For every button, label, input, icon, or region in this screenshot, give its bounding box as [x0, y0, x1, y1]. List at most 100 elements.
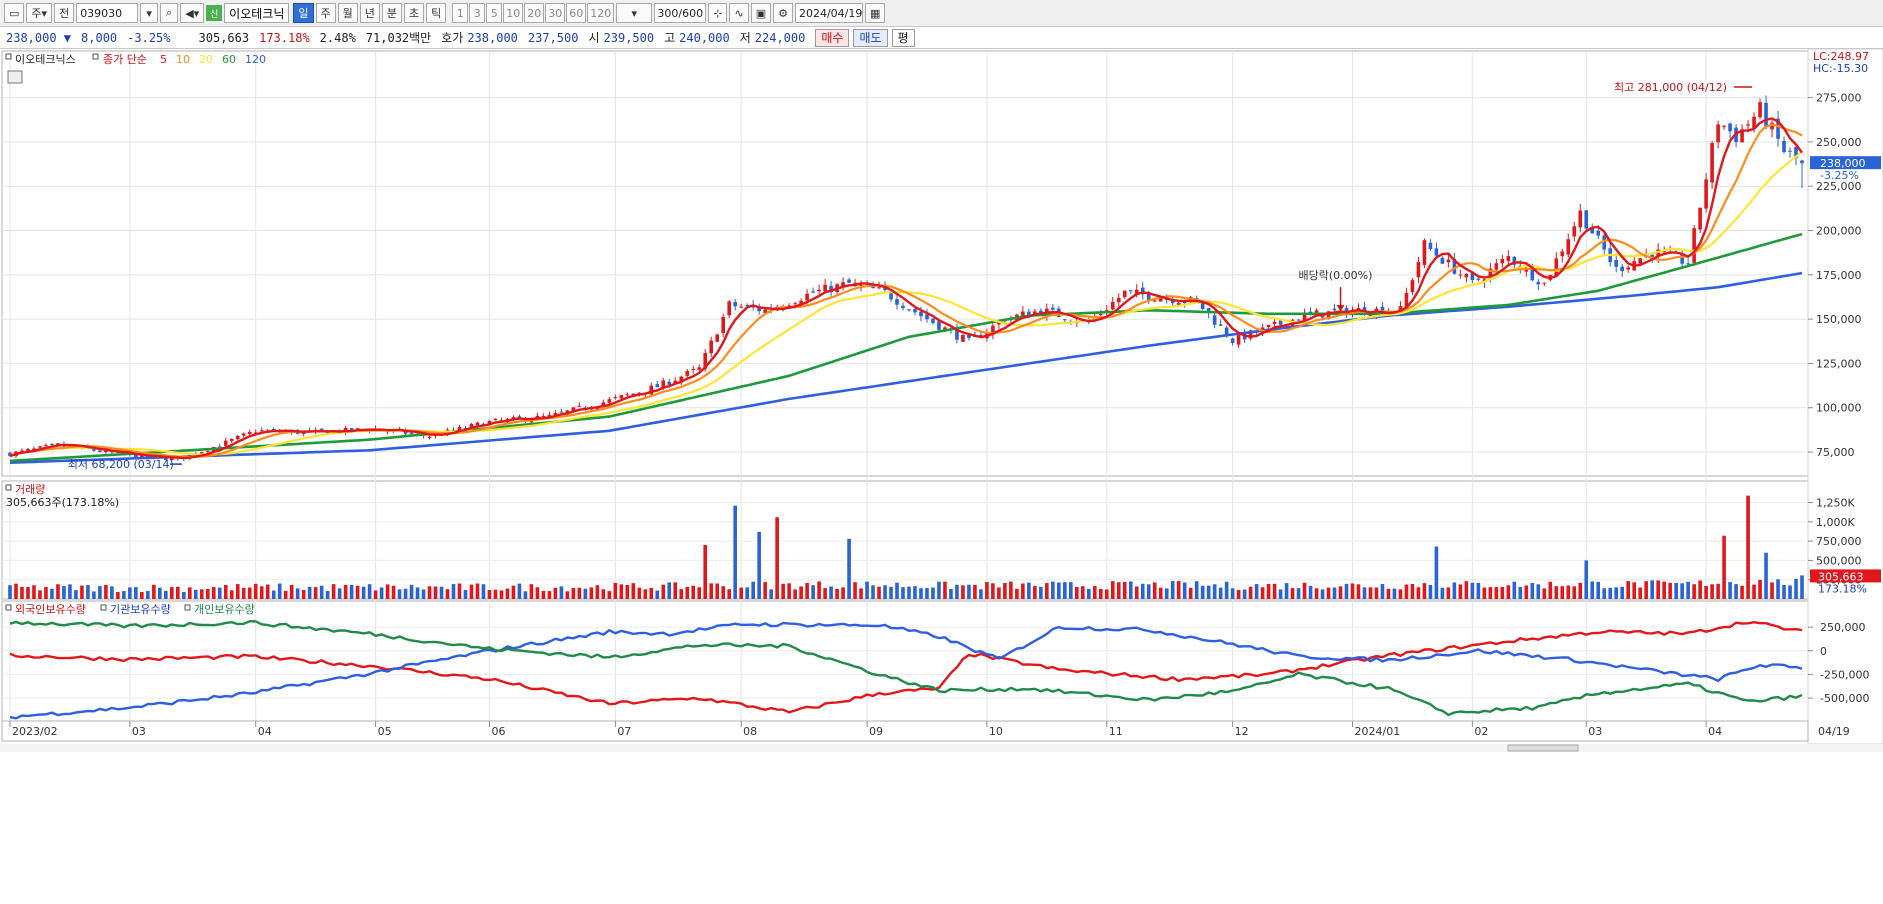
volume-bar: [1069, 582, 1073, 599]
volume-bar: [1578, 582, 1583, 599]
candle: [1230, 338, 1235, 343]
volume-bar: [1704, 585, 1708, 599]
period-tab-0[interactable]: 일: [293, 3, 314, 23]
volume-bar: [50, 588, 54, 599]
volume-bar: [901, 587, 905, 599]
chart-type-icon[interactable]: ∿: [729, 3, 749, 23]
volume-bar: [1392, 588, 1397, 599]
volume-bar: [649, 587, 654, 599]
interval-button-20[interactable]: 20: [524, 3, 545, 23]
period-tab-4[interactable]: 분: [381, 3, 402, 23]
volume-bar: [1452, 582, 1457, 599]
volume-bar: [253, 583, 258, 599]
date-input[interactable]: 2024/04/19: [794, 3, 863, 23]
volume-bar: [475, 583, 480, 599]
candle: [32, 448, 36, 451]
legend-marker: [5, 604, 12, 611]
legend-ma-period: 60: [222, 53, 236, 66]
candle: [1248, 330, 1253, 339]
period-tab-2[interactable]: 월: [337, 3, 358, 23]
volume-bar: [1620, 586, 1625, 599]
scroll-strip: [0, 744, 1883, 752]
candle: [409, 433, 414, 435]
volume-bar: [805, 582, 809, 599]
volume-bar: [1782, 584, 1786, 599]
volume-bar: [313, 587, 318, 599]
volume-bar: [205, 588, 210, 599]
chart-menu-icon[interactable]: ▭: [4, 3, 25, 23]
volume-bar: [529, 584, 534, 599]
interval-button-30[interactable]: 30: [545, 3, 566, 23]
candle: [931, 318, 935, 324]
stock-code-input[interactable]: 039030: [76, 3, 139, 23]
interval-button-5[interactable]: 5: [486, 3, 503, 23]
search-icon[interactable]: ⌕: [160, 3, 179, 23]
sell-button[interactable]: 매도: [853, 28, 888, 47]
volume-bar: [1560, 586, 1565, 599]
candle: [511, 417, 516, 419]
volume-bar: [565, 591, 570, 599]
calendar-icon[interactable]: ▦: [864, 3, 886, 23]
volume-bar: [991, 583, 995, 599]
candle: [937, 321, 941, 330]
x-tick-label: 07: [617, 725, 631, 738]
period-tab-1[interactable]: 주: [315, 3, 336, 23]
volume-bar: [277, 583, 282, 599]
volume-bar: [1314, 588, 1319, 599]
volume-bar: [463, 589, 468, 599]
volume-bar: [1716, 583, 1720, 599]
volume-bar: [859, 588, 863, 599]
crosshair-icon[interactable]: ⊹: [708, 3, 728, 23]
volume-bar: [841, 587, 845, 599]
volume-bar: [1368, 587, 1373, 599]
settings-icon[interactable]: ⚙: [773, 3, 793, 23]
interval-button-60[interactable]: 60: [566, 3, 587, 23]
candle: [1404, 292, 1409, 309]
volume-bar: [1446, 587, 1451, 599]
period-tab-3[interactable]: 년: [359, 3, 380, 23]
volume-tick-label: 750,000: [1816, 535, 1862, 548]
interval-button-120[interactable]: 120: [587, 3, 615, 23]
volume-bar: [1386, 588, 1391, 599]
interval-button-1[interactable]: 1: [452, 3, 469, 23]
volume-bar: [1776, 579, 1780, 599]
volume-bar: [907, 586, 911, 599]
volume-bar: [481, 584, 486, 599]
candle: [1182, 301, 1187, 303]
candle: [1332, 308, 1337, 311]
interval-button-10[interactable]: 10: [503, 3, 524, 23]
legend-marker: [184, 604, 191, 611]
eval-button[interactable]: 평: [891, 28, 915, 47]
save-icon[interactable]: ▣: [750, 3, 772, 23]
volume-bar: [517, 583, 522, 599]
price-tick-label: 225,000: [1816, 180, 1862, 193]
legend-marker: [92, 53, 99, 60]
volume-bar: [1710, 584, 1714, 599]
high-annotation: 최고 281,000 (04/12): [1614, 81, 1727, 94]
volume-bar: [235, 584, 240, 599]
price-change: 8,000: [81, 30, 118, 45]
period-tab-6[interactable]: 틱: [426, 3, 447, 23]
code-dropdown-button[interactable]: ▾: [140, 3, 159, 23]
count-input[interactable]: 300/600: [654, 3, 707, 23]
legend-stock-name: 이오테크닉스: [15, 53, 76, 66]
volume-bar: [187, 587, 192, 599]
candle: [577, 405, 582, 407]
legend-ma-period: 5: [160, 53, 167, 66]
period-tab-5[interactable]: 초: [404, 3, 425, 23]
volume-bar: [1668, 582, 1672, 599]
volume-bar: [817, 581, 821, 599]
market-select[interactable]: 주 ▾: [26, 3, 53, 23]
interval-dropdown-button[interactable]: ▾: [616, 3, 653, 23]
volume-bar: [1206, 585, 1211, 599]
sound-icon[interactable]: ◀▾: [180, 3, 205, 23]
interval-button-3[interactable]: 3: [469, 3, 486, 23]
buy-button[interactable]: 매수: [815, 28, 850, 47]
volume-bar: [199, 589, 204, 599]
candle: [1680, 253, 1684, 264]
candle: [1566, 239, 1571, 255]
volume-bar: [325, 590, 330, 599]
search-type-button[interactable]: 전: [54, 3, 75, 23]
volume-bar: [1308, 585, 1313, 599]
candle: [1440, 257, 1445, 264]
